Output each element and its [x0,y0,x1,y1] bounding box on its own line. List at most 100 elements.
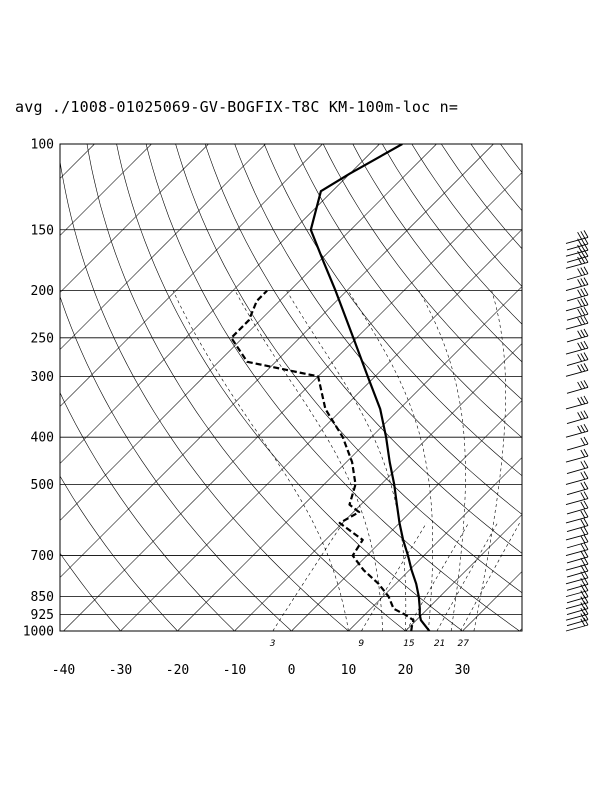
wind-barb-flag [583,287,589,296]
wind-barb-flag [577,330,582,339]
pressure-label-250: 250 [31,331,54,346]
wind-barb-flag [583,612,589,620]
wind-barb-staff [565,563,589,571]
wind-barb [566,328,589,343]
wind-barb [566,500,589,515]
dry-adiabat [293,144,522,438]
chart-title: avg ./1008-01025069-GV-BOGFIX-T8C KM-100… [15,98,459,116]
wind-barb-staff [566,243,589,251]
pressure-label-1000: 1000 [23,625,54,640]
wind-barb-staff [565,477,589,485]
wind-barb-staff [566,619,589,627]
wind-barb-flag [580,519,586,527]
mixing-ratio-label-3: 3 [270,639,276,649]
wind-barb [565,423,589,438]
wind-barb-flag [580,584,586,592]
wind-barb-flag [583,526,589,535]
wind-barb-flag [580,267,586,275]
moist-adiabat [286,290,407,631]
wind-barb-staff [565,369,589,377]
isotherm-10 [348,457,522,631]
wind-barb-flag [580,449,586,458]
mixing-ratio-line-27 [460,522,520,631]
wind-barb [565,570,589,585]
wind-barb-staff [566,417,589,424]
wind-barb-flag [583,328,589,337]
wind-barb-staff [565,402,589,410]
wind-barb-staff [566,556,589,564]
plot-frame [59,143,523,632]
isotherm-30 [462,571,522,631]
wind-barbs [565,230,589,632]
mixing-ratio-label-15: 15 [403,639,415,649]
isotherm--70 [60,144,380,464]
wind-barb-flag [580,602,586,610]
isotherm--20 [177,286,522,631]
wind-barb-staff [565,322,589,330]
dry-adiabat-grid [60,144,522,631]
mixing-ratio-grid [272,522,520,631]
wind-barb-staff [566,386,589,394]
wind-barb-flag [580,510,586,519]
wind-barb-flag [583,534,589,543]
wind-barb-flag [583,297,589,305]
wind-barb-flag [580,607,586,616]
wind-barb-staff [566,570,589,578]
wind-barb-flag [577,364,582,373]
temperature-profile-line [309,144,431,631]
wind-barb-staff [566,596,589,604]
pressure-label-700: 700 [31,549,54,564]
wind-barb [565,509,589,524]
wind-barb-flag [583,380,589,388]
isotherm--50 [60,144,494,578]
dry-adiabat [60,295,292,631]
wind-barb-flag [580,527,586,536]
isotherm-40 [519,628,522,631]
pressure-label-925: 925 [31,608,54,623]
moist-adiabat [418,290,466,631]
wind-barb-flag [583,448,589,457]
wind-barb-flag [580,472,586,480]
isotherm--60 [60,144,437,521]
wind-barb-flag [580,437,586,446]
wind-barb [566,563,589,578]
isotherm--30 [120,229,522,631]
wind-barb-flag [580,461,586,469]
wind-barb-flag [583,509,589,518]
wind-barb-flag [580,307,586,316]
wind-barb-staff [565,624,589,632]
wind-barb [566,481,589,496]
dry-adiabat [175,144,522,594]
wind-barb [565,297,589,312]
wind-barb-flag [583,315,589,324]
wind-barb [566,436,589,451]
moist-adiabat [234,290,383,631]
pressure-label-300: 300 [31,370,54,385]
wind-barb-flag [580,482,586,490]
wind-barb-flag [577,256,582,265]
temperature-label-10: 10 [341,663,357,678]
wind-barb [565,230,589,244]
dewpoint-profile-line [230,289,415,631]
wind-barb-flag [580,231,586,239]
wind-barb-flag [583,363,589,371]
pressure-label-150: 150 [31,223,54,238]
mixing-ratio-labels: 3 9 15 21 27 [270,639,469,649]
wind-barb-flag [580,278,586,286]
dry-adiabat [204,144,522,554]
wind-barb [565,617,589,632]
isotherm--80 [60,144,323,407]
wind-barb-flag [580,543,586,551]
wind-barb-staff [566,443,589,451]
wind-barb-flag [577,268,582,276]
moist-adiabat [172,290,349,631]
wind-barb-flag [580,411,586,419]
wind-barb-flag [580,364,586,372]
wind-barb-flag [577,425,582,434]
wind-barb [566,577,589,591]
wind-barb-staff [565,430,589,438]
wind-barb [565,448,589,463]
wind-barb-flag [577,317,582,326]
wind-barb-flag [577,289,582,297]
isotherm--100 [60,144,209,293]
